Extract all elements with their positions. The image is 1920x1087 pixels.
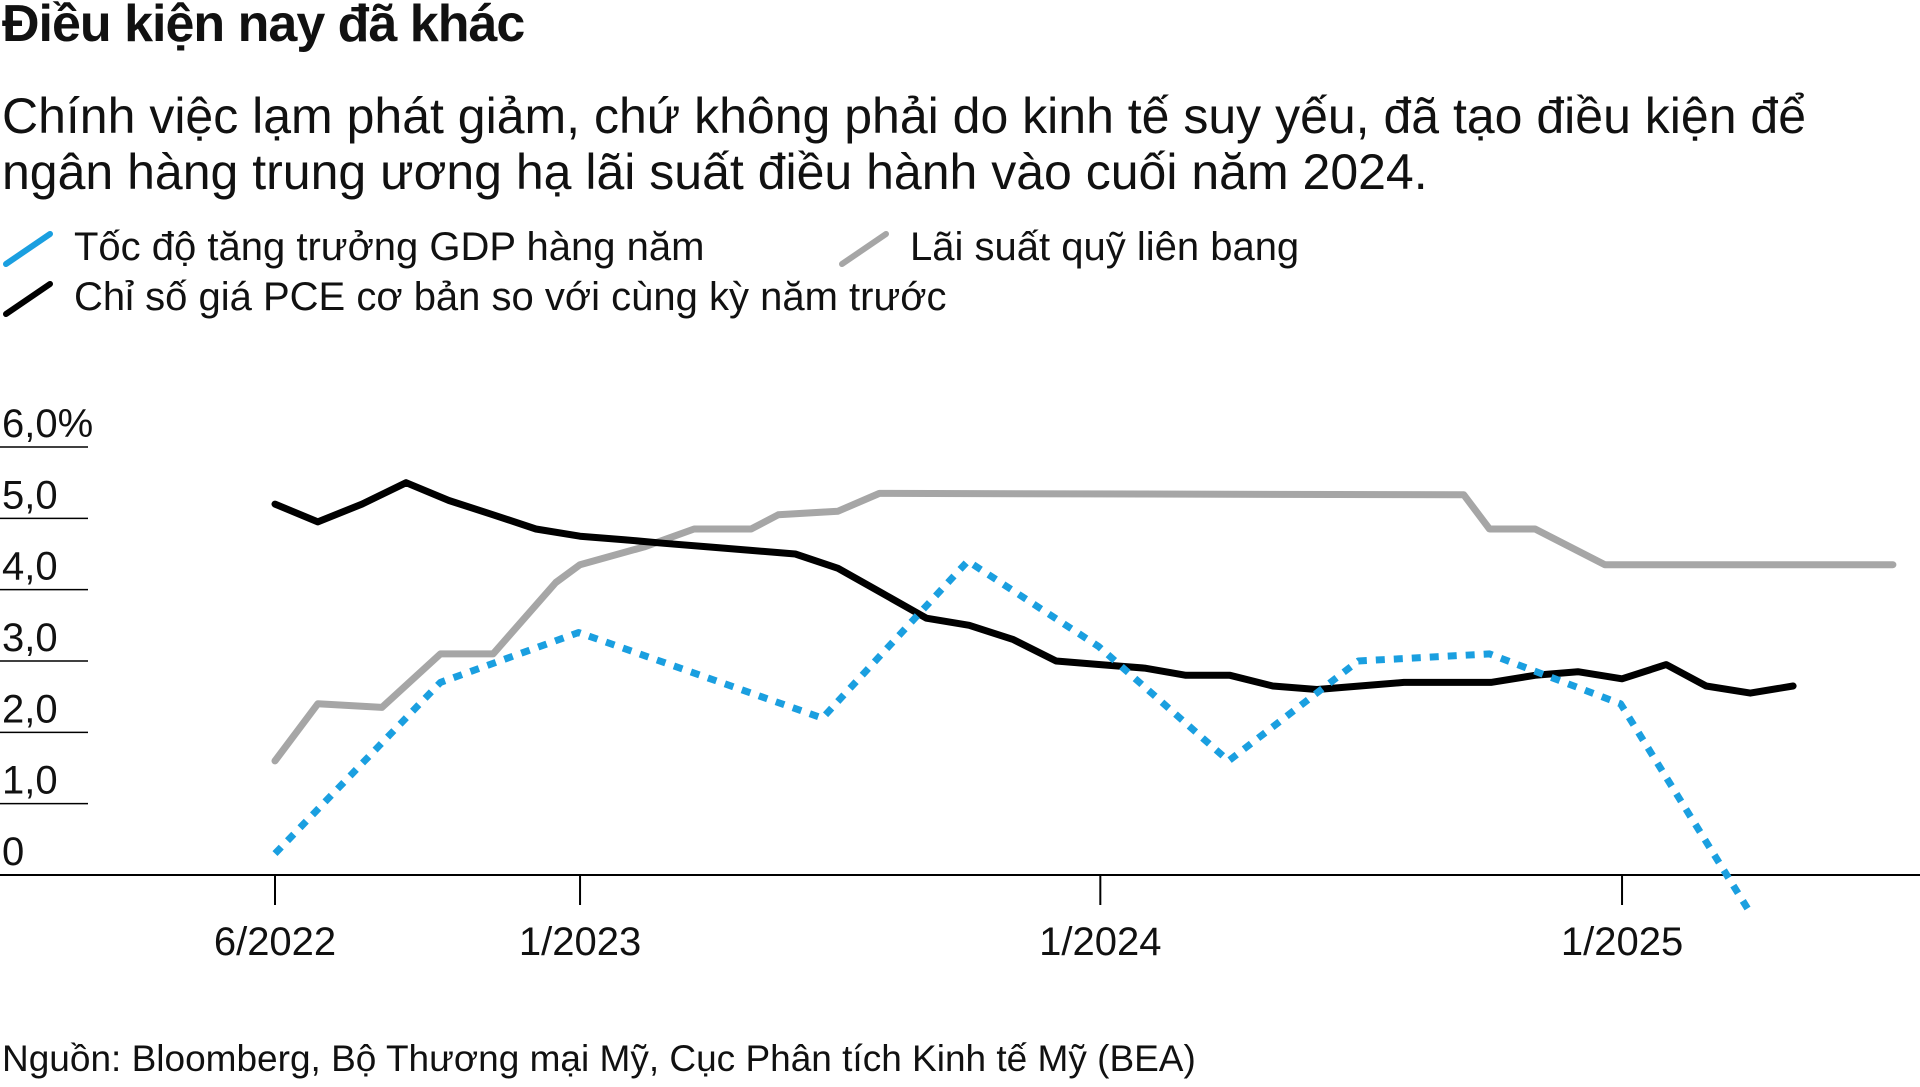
legend: Tốc độ tăng trưởng GDP hàng năm Lãi suất… [0, 225, 1920, 325]
y-tick-label: 4,0 [2, 545, 58, 589]
fed-funds-line [271, 489, 1897, 765]
x-tick-label: 1/2023 [519, 920, 641, 964]
y-tick-label: 1,0 [2, 759, 58, 803]
legend-swatch-pce [0, 278, 56, 318]
y-tick-label: 6,0% [2, 402, 93, 446]
legend-label-gdp: Tốc độ tăng trưởng GDP hàng năm [74, 225, 705, 269]
core-pce-line [271, 479, 1797, 697]
x-tick-label: 6/2022 [214, 920, 336, 964]
legend-item-gdp: Tốc độ tăng trưởng GDP hàng năm [0, 225, 704, 270]
y-tick-label: 2,0 [2, 687, 58, 731]
y-tick-label: 5,0 [2, 473, 58, 517]
chart-title: Điều kiện nay đã khác [2, 0, 525, 53]
line-chart: 6,0% 5,0 4,0 3,0 2,0 1,0 0 6/2022 1/2023 1/2024 1/… [0, 402, 1920, 964]
legend-swatch-gdp [0, 228, 56, 268]
chart-subtitle: Chính việc lạm phát giảm, chứ không phải… [2, 88, 1807, 200]
legend-label-pce: Chỉ số giá PCE cơ bản so với cùng kỳ năm… [74, 275, 947, 319]
y-tick-label: 0 [2, 830, 24, 874]
gdp-growth-line [272, 557, 1752, 913]
y-tick-label: 3,0 [2, 616, 58, 660]
legend-item-fed-funds: Lãi suất quỹ liên bang [836, 225, 1299, 270]
legend-label-fed-funds: Lãi suất quỹ liên bang [910, 225, 1300, 269]
legend-item-pce: Chỉ số giá PCE cơ bản so với cùng kỳ năm… [0, 275, 946, 320]
legend-swatch-fed-funds [836, 228, 892, 268]
source-note: Nguồn: Bloomberg, Bộ Thương mại Mỹ, Cục … [2, 1038, 1196, 1079]
x-tick-label: 1/2025 [1561, 920, 1683, 964]
x-tick-label: 1/2024 [1039, 920, 1161, 964]
